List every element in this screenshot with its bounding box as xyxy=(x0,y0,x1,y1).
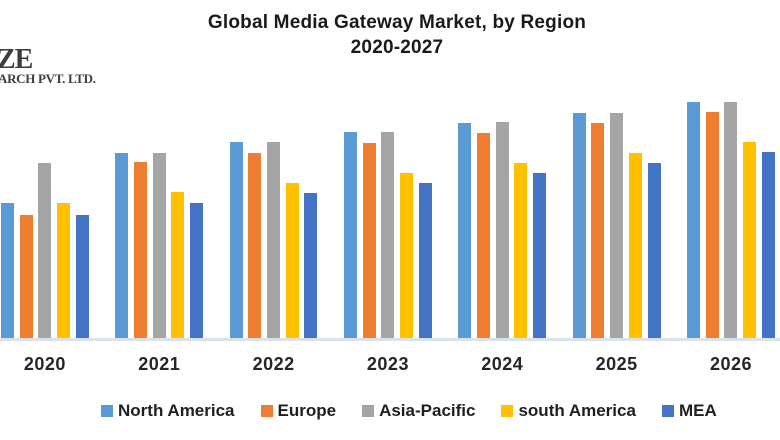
bar-mea-2025 xyxy=(647,163,661,338)
bar-group-2022 xyxy=(229,142,318,338)
chart-title-line1: Global Media Gateway Market, by Region xyxy=(207,12,587,33)
bar-europe-2026 xyxy=(705,112,719,338)
bar-europe-2023 xyxy=(362,143,376,338)
bar-asia-pacific-2020 xyxy=(38,163,52,338)
x-axis-label-2020: 2020 xyxy=(23,354,66,374)
x-axis-label-2026: 2026 xyxy=(709,354,753,374)
bar-south-america-2024 xyxy=(514,163,528,338)
legend-label-europe: Europe xyxy=(277,401,337,420)
bar-europe-2020 xyxy=(19,215,33,338)
bar-mea-2023 xyxy=(418,183,432,338)
bar-group-2025 xyxy=(572,113,661,338)
bar-south-america-2022 xyxy=(285,183,299,338)
x-axis-label-2025: 2025 xyxy=(595,354,638,374)
bar-south-america-2021 xyxy=(171,192,185,338)
chart-title-line2: 2020-2027 xyxy=(350,37,444,58)
bar-north-america-2023 xyxy=(344,132,358,338)
bar-north-america-2026 xyxy=(687,102,701,338)
x-axis-label-2024: 2024 xyxy=(481,354,524,374)
bar-europe-2021 xyxy=(134,162,148,338)
watermark-logo: ZE ARCH PVT. LTD. xyxy=(0,44,96,86)
legend-label-south-america: south America xyxy=(518,401,636,420)
bar-europe-2024 xyxy=(477,133,491,338)
bar-north-america-2025 xyxy=(572,113,586,338)
bar-asia-pacific-2025 xyxy=(610,113,624,338)
bar-south-america-2026 xyxy=(743,142,757,338)
bar-asia-pacific-2022 xyxy=(267,142,281,338)
bar-mea-2024 xyxy=(533,173,547,338)
bar-group-2024 xyxy=(458,122,547,338)
bar-south-america-2025 xyxy=(628,153,642,338)
x-axis-label-2022: 2022 xyxy=(252,354,295,374)
bar-mea-2026 xyxy=(761,152,775,338)
bar-mea-2021 xyxy=(190,203,204,338)
chart-title: Global Media Gateway Market, by Region 2… xyxy=(0,10,780,60)
bar-asia-pacific-2024 xyxy=(495,122,509,338)
bar-group-2020 xyxy=(1,163,89,338)
x-axis-label-2023: 2023 xyxy=(366,354,409,374)
bar-group-2026 xyxy=(687,102,775,338)
bar-north-america-2021 xyxy=(115,153,129,338)
bar-europe-2022 xyxy=(248,153,262,338)
bar-mea-2022 xyxy=(304,193,318,338)
legend-swatch-icon-asia-pacific xyxy=(362,405,375,417)
plot-area xyxy=(1,102,775,338)
bar-asia-pacific-2026 xyxy=(724,102,738,338)
legend-label-mea: MEA xyxy=(678,401,717,420)
legend-item-mea: MEA xyxy=(661,401,717,421)
bar-north-america-2022 xyxy=(229,142,243,338)
legend-item-north-america: North America xyxy=(101,401,235,421)
legend-label-north-america: North America xyxy=(118,401,235,420)
legend-swatch-icon-europe xyxy=(260,405,273,417)
bar-group-2023 xyxy=(344,132,432,338)
bar-asia-pacific-2021 xyxy=(152,153,166,338)
legend-swatch-icon-south-america xyxy=(501,405,514,417)
bar-group-2021 xyxy=(115,153,204,338)
bar-south-america-2023 xyxy=(400,173,414,338)
x-axis-line xyxy=(0,338,780,341)
bar-mea-2020 xyxy=(75,215,89,338)
bar-north-america-2024 xyxy=(458,123,472,338)
logo-text-line1: ZE xyxy=(0,44,33,75)
logo-text-line2: ARCH PVT. LTD. xyxy=(0,71,96,86)
legend-item-asia-pacific: Asia-Pacific xyxy=(362,401,475,421)
bar-south-america-2020 xyxy=(57,203,71,338)
legend: North America Europe Asia-Pacific south Ame… xyxy=(101,401,717,421)
legend-swatch-icon-mea xyxy=(661,405,674,417)
legend-swatch-icon-north-america xyxy=(101,405,113,417)
x-axis-labels: 2020 2021 2022 2023 2024 2025 2026 xyxy=(0,354,780,378)
bar-europe-2025 xyxy=(591,123,605,338)
bar-asia-pacific-2023 xyxy=(381,132,395,338)
legend-label-asia-pacific: Asia-Pacific xyxy=(379,401,476,420)
bar-north-america-2020 xyxy=(1,203,14,338)
legend-item-europe: Europe xyxy=(260,401,337,421)
legend-item-south-america: south America xyxy=(501,401,636,421)
x-axis-label-2021: 2021 xyxy=(138,354,181,374)
